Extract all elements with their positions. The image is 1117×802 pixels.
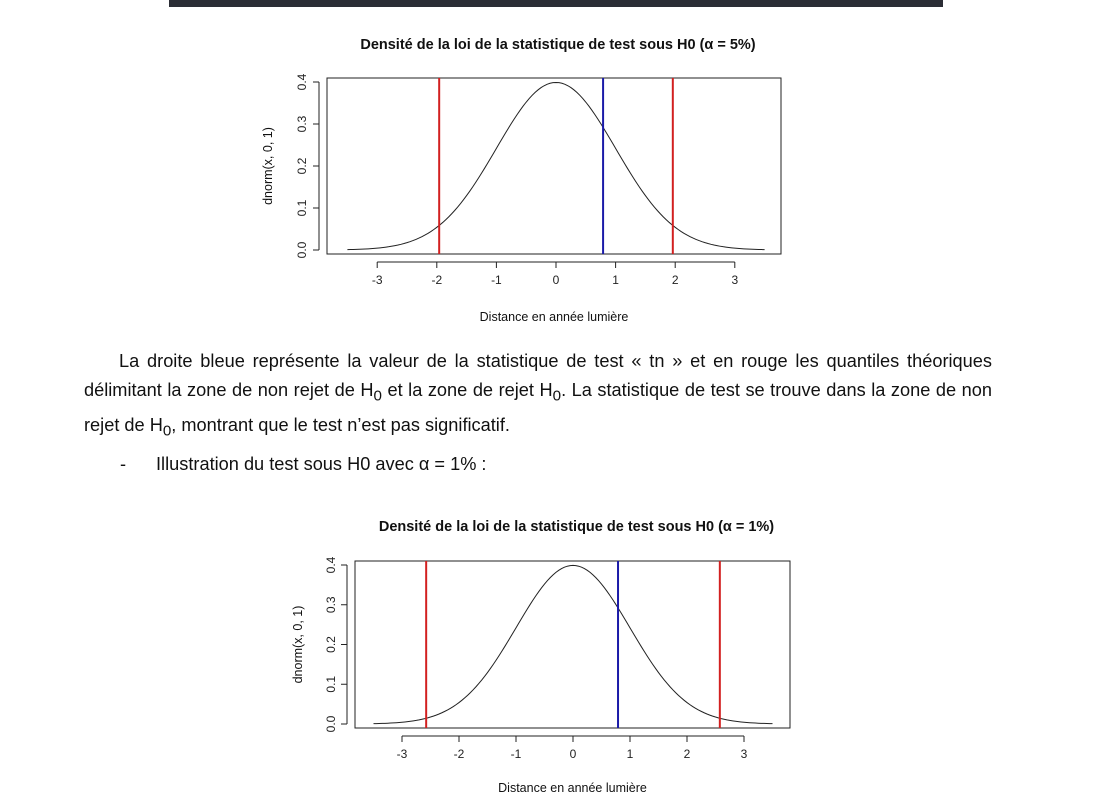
bullet-text: Illustration du test sous H0 avec α = 1%… [156, 454, 487, 474]
y-tick-label: 0.1 [324, 676, 338, 693]
density-curve [373, 564, 773, 725]
chart-title: Densité de la loi de la statistique de t… [379, 519, 774, 535]
x-tick-label: -1 [511, 747, 522, 761]
density-chart-5pct: Densité de la loi de la statistique de t… [261, 37, 782, 324]
density-chart-1pct: Densité de la loi de la statistique de t… [291, 519, 791, 795]
density-curve [347, 81, 765, 251]
x-tick-label: 2 [684, 747, 691, 761]
x-tick-label: 3 [731, 273, 738, 287]
explanation-paragraph: La droite bleue représente la valeur de … [84, 347, 992, 445]
plot-frame [326, 77, 782, 255]
x-tick-label: 0 [553, 273, 560, 287]
x-axis-label: Distance en année lumière [498, 781, 647, 795]
y-tick-label: 0.0 [295, 241, 309, 258]
y-tick-label: 0.3 [324, 596, 338, 613]
top-bar [169, 0, 943, 7]
x-tick-label: -2 [454, 747, 465, 761]
x-tick-label: -3 [397, 747, 408, 761]
x-tick-label: 2 [672, 273, 679, 287]
y-tick-label: 0.2 [295, 157, 309, 174]
x-tick-label: -2 [431, 273, 442, 287]
y-tick-label: 0.4 [324, 556, 338, 573]
density-plot-1pct: Densité de la loi de la statistique de t… [0, 505, 1117, 802]
x-axis-label: Distance en année lumière [480, 310, 629, 324]
y-tick-label: 0.1 [295, 199, 309, 216]
subscript-0-b: 0 [552, 387, 562, 405]
bullet-item: - Illustration du test sous H0 avec α = 1… [120, 454, 486, 475]
paragraph-part-2: et la zone de rejet H [381, 380, 553, 400]
subscript-0-c: 0 [162, 422, 172, 440]
x-tick-label: 0 [570, 747, 577, 761]
subscript-0-a: 0 [373, 387, 382, 405]
y-axis-label: dnorm(x, 0, 1) [261, 127, 275, 205]
x-tick-label: -3 [372, 273, 383, 287]
x-tick-label: 1 [612, 273, 619, 287]
paragraph-part-1: La droite bleue représente la valeur de … [84, 351, 992, 400]
y-tick-label: 0.0 [324, 715, 338, 732]
y-axis-label: dnorm(x, 0, 1) [291, 606, 305, 684]
paragraph-part-3: . La statistique de test se trouve dans … [84, 380, 992, 435]
x-tick-label: 3 [741, 747, 748, 761]
y-tick-label: 0.3 [295, 115, 309, 132]
y-tick-label: 0.4 [295, 73, 309, 90]
paragraph-part-4: , montrant que le test n’est pas signifi… [171, 414, 510, 435]
plot-frame [354, 560, 791, 729]
bullet-marker: - [120, 454, 127, 474]
x-tick-label: 1 [627, 747, 634, 761]
chart-title: Densité de la loi de la statistique de t… [360, 37, 755, 53]
x-tick-label: -1 [491, 273, 502, 287]
y-tick-label: 0.2 [324, 636, 338, 653]
density-plot-5pct: Densité de la loi de la statistique de t… [0, 0, 1117, 330]
